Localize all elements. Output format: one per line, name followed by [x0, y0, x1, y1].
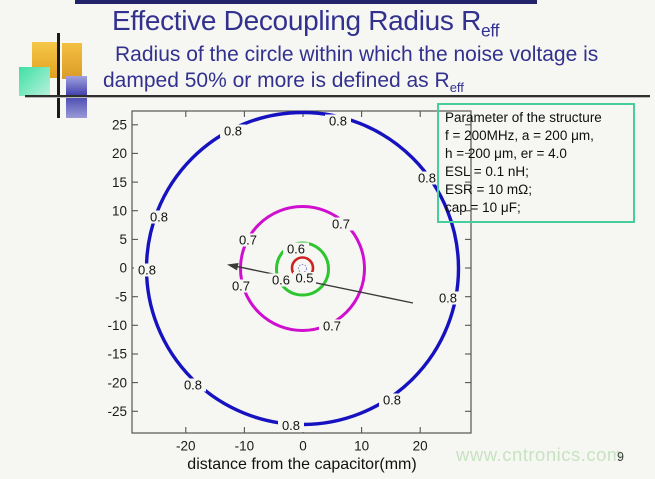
- svg-text:0.7: 0.7: [232, 279, 250, 294]
- svg-text:0.8: 0.8: [329, 114, 347, 129]
- svg-text:0.7: 0.7: [239, 233, 257, 248]
- parameter-line: Parameter of the structure: [445, 110, 602, 125]
- contour-labels-0.6: 0.6 0.6: [268, 242, 309, 288]
- svg-text:0.5: 0.5: [295, 271, 313, 286]
- logo-vertical-line: [57, 33, 60, 118]
- subtitle-line-1: Radius of the circle within which the no…: [115, 43, 599, 66]
- svg-text:0.8: 0.8: [282, 418, 300, 433]
- parameter-box: Parameter of the structure f = 200MHz, a…: [437, 103, 635, 223]
- subtitle-line-2: damped 50% or more is defined as Reff: [103, 69, 464, 96]
- parameter-line: f = 200MHz, a = 200 μm,: [445, 128, 594, 143]
- svg-text:0.8: 0.8: [224, 124, 242, 139]
- parameter-line: ESL = 0.1 nH;: [445, 164, 529, 179]
- header-divider-shadow: [25, 97, 650, 98]
- svg-text:0.8: 0.8: [150, 210, 168, 225]
- x-axis-title: distance from the capacitor(mm): [187, 456, 416, 473]
- svg-text:20: 20: [112, 146, 127, 161]
- svg-text:-20: -20: [107, 375, 127, 390]
- svg-text:0.7: 0.7: [323, 319, 341, 334]
- svg-text:15: 15: [112, 175, 127, 190]
- contour-labels-0.5: 0.5: [293, 271, 316, 286]
- svg-text:5: 5: [119, 232, 127, 247]
- svg-text:0.6: 0.6: [272, 273, 290, 288]
- contour-circle-0.7: [239, 205, 366, 332]
- svg-text:0.8: 0.8: [439, 291, 457, 306]
- svg-text:0.8: 0.8: [418, 171, 436, 186]
- annotation-arrow-head: [227, 263, 239, 271]
- annotation-arrow-line: [235, 265, 414, 304]
- svg-text:20: 20: [413, 439, 428, 454]
- contour-labels-0.8: 0.8 0.8 0.8 0.8 0.8 0.8 0.8 0.8 0.8: [134, 114, 461, 433]
- svg-text:0.8: 0.8: [383, 393, 401, 408]
- page-title-text: Effective Decoupling Radius R: [112, 5, 481, 36]
- page-title-subscript: eff: [481, 20, 500, 41]
- svg-text:0: 0: [299, 439, 307, 454]
- watermark-text: www.cntronics.com: [456, 444, 623, 465]
- svg-text:0: 0: [119, 261, 127, 276]
- parameter-line: ESR = 10 mΩ;: [445, 182, 532, 197]
- parameter-line: cap = 10 μF;: [445, 200, 521, 215]
- svg-text:25: 25: [112, 118, 127, 133]
- logo-square-green: [19, 67, 50, 96]
- svg-text:10: 10: [354, 439, 369, 454]
- svg-text:-5: -5: [115, 289, 127, 304]
- contour-labels-0.7: 0.7 0.7 0.7 0.7: [228, 217, 354, 334]
- subtitle-subscript: eff: [449, 80, 464, 96]
- svg-text:0.7: 0.7: [332, 217, 350, 232]
- page-number: 9: [617, 450, 624, 464]
- svg-text:10: 10: [112, 203, 127, 218]
- top-accent-band: [75, 0, 537, 4]
- svg-text:-10: -10: [235, 439, 255, 454]
- svg-text:-20: -20: [176, 439, 196, 454]
- parameter-line: h = 200 μm, er = 4.0: [445, 146, 567, 161]
- page-subtitle: Radius of the circle within which the no…: [103, 42, 598, 101]
- svg-text:0.8: 0.8: [184, 378, 202, 393]
- svg-text:-10: -10: [107, 318, 127, 333]
- svg-text:-15: -15: [107, 347, 127, 362]
- header-divider-line: [25, 95, 650, 97]
- svg-text:-25: -25: [107, 404, 127, 419]
- svg-text:0.6: 0.6: [287, 242, 305, 257]
- x-axis-labels: -20 -10 0 10 20: [176, 439, 428, 454]
- logo-square-yellow-right: [62, 43, 82, 79]
- y-axis-labels: 25 20 15 10 5 0 -5 -10 -15 -20 -25: [107, 118, 127, 420]
- svg-text:0.8: 0.8: [138, 263, 156, 278]
- page-title: Effective Decoupling Radius Reff: [112, 5, 499, 42]
- y-axis-ticks: [132, 124, 471, 412]
